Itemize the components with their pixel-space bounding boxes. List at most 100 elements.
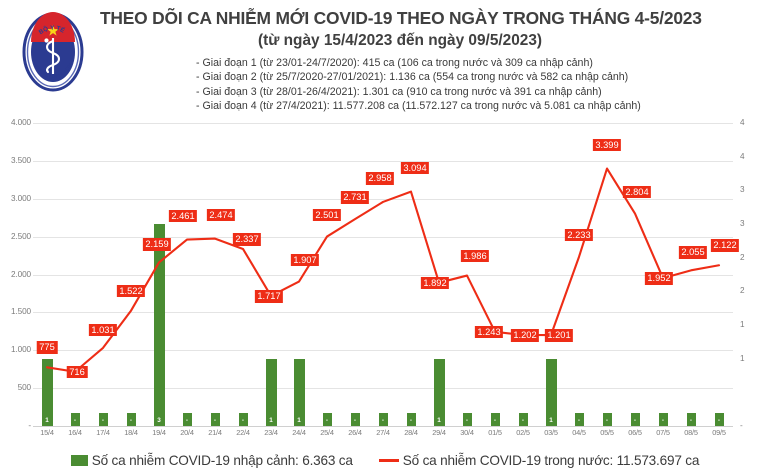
line-value-label-23-4: 1.717: [254, 289, 284, 303]
line-value-label-19-4: 2.159: [142, 238, 172, 252]
bar-29-4[interactable]: 1: [433, 358, 445, 426]
bar-28-4[interactable]: -: [406, 413, 416, 426]
y-axis-left-tick: -: [28, 421, 31, 430]
bar-18-4[interactable]: -: [126, 413, 136, 426]
gridline: [33, 388, 733, 390]
x-axis-tick-17-4: 17/4: [96, 428, 110, 437]
bar-08-5[interactable]: -: [686, 413, 696, 426]
y-axis-left-tick: 4.000: [11, 118, 31, 127]
bar-value-label: -: [381, 417, 385, 424]
legend-item-domestic[interactable]: Số ca nhiễm COVID-19 trong nước: 11.573.…: [378, 452, 700, 468]
line-value-label-17-4: 1.031: [88, 323, 118, 337]
legend-label-imported: Số ca nhiễm COVID-19 nhập cảnh: 6.363 ca: [91, 452, 353, 468]
gridline: [33, 236, 733, 238]
bar-25-4[interactable]: -: [322, 413, 332, 426]
x-axis: 15/4 16/4 17/4 18/4 19/4 20/4 21/4 22/4 23/4 24/4…: [33, 428, 733, 442]
bar-15-4[interactable]: 1: [41, 358, 53, 426]
bar-09-5[interactable]: -: [714, 413, 724, 426]
chart-header: BỘ Y TẾ MINISTRY OF HEALTH THEO DÕI CA N…: [0, 0, 770, 118]
bar-27-4[interactable]: -: [378, 413, 388, 426]
x-axis-tick-07-5: 07/5: [656, 428, 670, 437]
phase-line-1: - Giai đoạn 1 (từ 23/01-24/7/2020): 415 …: [196, 57, 593, 69]
bar-value-label: -: [521, 417, 525, 424]
bar-03-5[interactable]: 1: [545, 358, 557, 426]
y-axis-right-tick: 1: [740, 320, 745, 329]
line-value-label-30-4: 1.986: [460, 249, 490, 263]
y-axis-right-tick: 2: [740, 252, 745, 262]
bar-01-5[interactable]: -: [490, 413, 500, 426]
x-axis-tick-03-5: 03/5: [544, 428, 558, 437]
chart-legend: Số ca nhiễm COVID-19 nhập cảnh: 6.363 ca…: [0, 448, 770, 472]
bar-value-label: 1: [437, 417, 441, 424]
gridline: [33, 312, 733, 314]
line-value-label-16-4: 716: [66, 365, 88, 379]
gridline: [33, 198, 733, 200]
gridline: [33, 426, 733, 427]
line-value-label-25-4: 2.501: [312, 208, 342, 222]
legend-line-swatch-icon: [378, 458, 399, 462]
line-series: [45, 167, 721, 373]
bar-value-label: 1: [269, 417, 273, 424]
line-value-label-21-4: 2.474: [206, 208, 236, 222]
gridline: [33, 274, 733, 276]
bar-19-4[interactable]: 3: [153, 224, 165, 426]
line-value-label-09-5: 2.122: [710, 239, 740, 252]
x-axis-tick-01-5: 01/5: [488, 428, 502, 437]
bar-04-5[interactable]: -: [574, 413, 584, 426]
x-axis-tick-30-4: 30/4: [460, 428, 474, 437]
bar-23-4[interactable]: 1: [265, 358, 277, 426]
line-value-label-18-4: 1.522: [116, 284, 146, 298]
y-axis-right-tick: 1: [740, 353, 745, 363]
x-axis-tick-28-4: 28/4: [404, 428, 418, 437]
bar-value-label: -: [73, 417, 77, 424]
bar-value-label: -: [101, 417, 105, 424]
x-axis-tick-21-4: 21/4: [208, 428, 222, 437]
bar-26-4[interactable]: -: [350, 413, 360, 426]
bar-22-4[interactable]: -: [238, 413, 248, 426]
bar-06-5[interactable]: -: [630, 413, 640, 426]
bar-30-4[interactable]: -: [462, 413, 472, 426]
bar-17-4[interactable]: -: [98, 413, 108, 426]
line-value-label-01-5: 1.243: [474, 325, 504, 339]
line-value-label-03-5: 1.201: [544, 329, 574, 342]
phase-line-4: - Giai đoạn 4 (từ 27/4/2021): 11.577.208…: [196, 99, 641, 112]
bar-07-5[interactable]: -: [658, 413, 668, 426]
line-value-label-29-4: 1.892: [420, 276, 450, 290]
bar-value-label: 1: [45, 417, 49, 424]
y-axis-left-tick: 3.500: [11, 155, 31, 165]
bar-16-4[interactable]: -: [70, 413, 80, 426]
legend-label-domestic: Số ca nhiễm COVID-19 trong nước: 11.573.…: [402, 452, 700, 468]
line-value-label-28-4: 3.094: [400, 161, 430, 175]
bar-05-5[interactable]: -: [602, 413, 612, 426]
legend-bar-swatch-icon: [70, 454, 88, 466]
bar-value-label: 1: [549, 417, 553, 424]
y-axis-left-tick: 1.000: [11, 345, 31, 355]
x-axis-tick-25-4: 25/4: [320, 428, 334, 437]
x-axis-tick-26-4: 26/4: [348, 428, 362, 437]
gridline: [33, 350, 733, 352]
bar-value-label: -: [129, 417, 133, 424]
bar-02-5[interactable]: -: [518, 413, 528, 426]
phase-summary-list: - Giai đoạn 1 (từ 23/01-24/7/2020): 415 …: [196, 56, 756, 113]
bar-21-4[interactable]: -: [210, 413, 220, 426]
bar-20-4[interactable]: -: [182, 413, 192, 426]
x-axis-tick-27-4: 27/4: [376, 428, 390, 437]
bar-value-label: -: [661, 417, 665, 424]
y-axis-left-tick: 1.500: [11, 307, 31, 317]
legend-item-imported[interactable]: Số ca nhiễm COVID-19 nhập cảnh: 6.363 ca: [70, 452, 353, 468]
gridline: [33, 123, 733, 124]
line-value-label-08-5: 2.055: [678, 246, 708, 259]
line-value-label-04-5: 2.233: [564, 228, 594, 242]
svg-text:BỘ Y TẾ: BỘ Y TẾ: [38, 24, 66, 36]
phase-line-3: - Giai đoạn 3 (từ 28/01-26/4/2021): 1.30…: [196, 85, 602, 98]
x-axis-tick-22-4: 22/4: [236, 428, 250, 437]
x-axis-tick-24-4: 24/4: [292, 428, 306, 437]
bar-24-4[interactable]: 1: [293, 358, 305, 426]
page-title: THEO DÕI CA NHIỄM MỚI COVID-19 THEO NGÀY…: [100, 8, 702, 28]
x-axis-tick-06-5: 06/5: [628, 428, 642, 437]
bar-value-label: -: [409, 417, 413, 424]
line-value-label-27-4: 2.958: [365, 171, 395, 185]
chart-plot-area: 1 - - - 3 - - - 1 1 - - - - 1 - - - 1 - - - - - - 775 716 1.031 1.5…: [33, 123, 740, 427]
bar-value-label: -: [493, 417, 497, 424]
